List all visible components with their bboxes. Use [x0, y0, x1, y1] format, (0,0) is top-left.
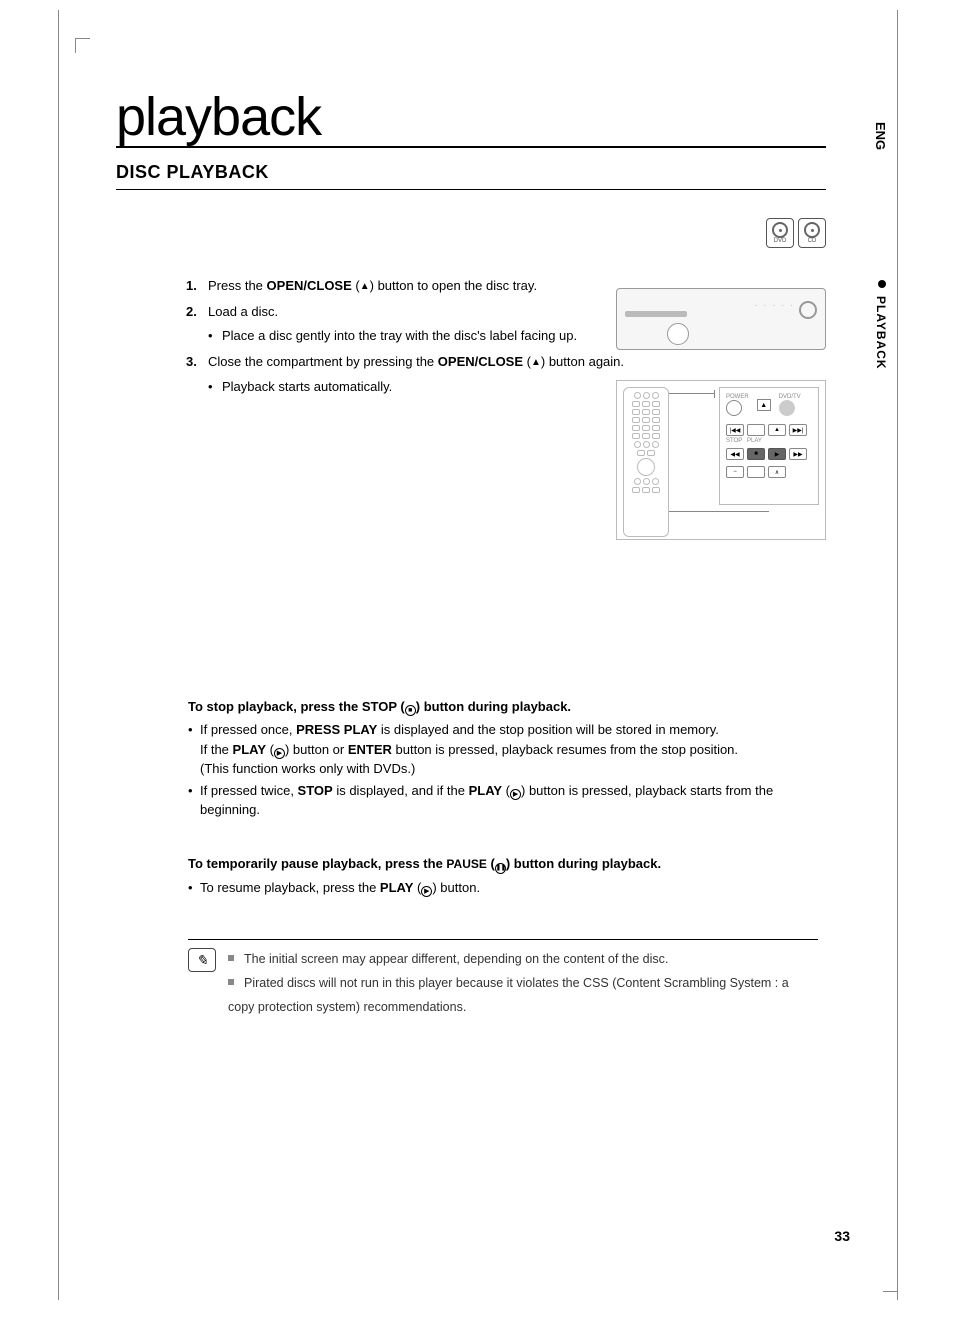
spacer-icon: [747, 424, 765, 436]
bullet-item: • If pressed twice, STOP is displayed, a…: [188, 781, 818, 820]
power-label: POWER: [726, 394, 749, 400]
prev-icon: |◀◀: [726, 424, 744, 436]
step-number: 3.: [186, 352, 208, 396]
bullet-item: • If pressed once, PRESS PLAY is display…: [188, 720, 818, 779]
page-number: 33: [834, 1228, 850, 1244]
play-symbol-icon: ▶: [421, 886, 432, 897]
rew-icon: ◀◀: [726, 448, 744, 460]
ch-icon: ∧: [768, 466, 786, 478]
remote-control-illustration: POWER ▲ DVD/TV |◀◀ ▲ ▶▶| STOP PLAY: [616, 380, 826, 540]
sub-bullet: •Playback starts automatically.: [208, 377, 656, 397]
side-tab-language: ENG: [873, 122, 888, 150]
callout-line-icon: [669, 511, 769, 512]
cd-badge-icon: CD: [798, 218, 826, 248]
volume-knob-icon: [667, 323, 689, 345]
callout-line-icon: [669, 393, 715, 394]
square-bullet-icon: [228, 955, 234, 961]
step-2: 2. Load a disc. •Place a disc gently int…: [186, 302, 656, 346]
select-icon: [779, 400, 795, 416]
pause-symbol-icon: ❚❚: [495, 863, 506, 874]
stop-title: To stop playback, press the STOP (■) but…: [188, 697, 818, 717]
dvd-badge-icon: DVD: [766, 218, 794, 248]
stop-button-icon: ■: [747, 448, 765, 460]
eject-button-icon: ▲: [757, 399, 771, 411]
step-text: Load a disc. •Place a disc gently into t…: [208, 302, 656, 346]
bullet-icon: •: [208, 326, 222, 346]
device-controls-icon: · · · · ·: [755, 301, 795, 310]
crop-mark-br: [883, 1277, 898, 1292]
player-device-illustration: · · · · ·: [616, 288, 826, 350]
mute-icon: [747, 466, 765, 478]
bullet-icon: •: [188, 878, 200, 898]
stop-playback-section: To stop playback, press the STOP (■) but…: [188, 697, 818, 898]
bullet-item: • To resume playback, press the PLAY (▶)…: [188, 878, 818, 898]
pause-title: To temporarily pause playback, press the…: [188, 854, 818, 874]
page-content: playback DISC PLAYBACK DVD CD 1. Press t…: [116, 90, 826, 1019]
play-label: PLAY: [747, 438, 765, 444]
step-text: Press the OPEN/CLOSE (▲) button to open …: [208, 276, 656, 296]
step-1: 1. Press the OPEN/CLOSE (▲) button to op…: [186, 276, 656, 296]
disc-type-badges: DVD CD: [116, 218, 826, 248]
play-button-icon: ▶: [768, 448, 786, 460]
play-symbol-icon: ▶: [510, 789, 521, 800]
eject-icon: ▲: [360, 279, 370, 295]
stop-symbol-icon: ■: [405, 705, 416, 716]
note-item: Pirated discs will not run in this playe…: [228, 972, 818, 1020]
eject-icon: ▲: [531, 355, 541, 371]
bullet-icon: •: [208, 377, 222, 397]
note-item: The initial screen may appear different,…: [228, 948, 818, 972]
notes-block: ✎ The initial screen may appear differen…: [188, 948, 818, 1019]
bullet-icon: •: [188, 720, 200, 779]
stop-label: STOP: [726, 438, 744, 444]
notes-list: The initial screen may appear different,…: [228, 948, 818, 1019]
side-tab-section-label: PLAYBACK: [874, 296, 888, 370]
bullet-icon: •: [188, 781, 200, 820]
fwd-icon: ▶▶: [789, 448, 807, 460]
bullet-icon: [878, 280, 886, 288]
select-label: DVD/TV: [779, 394, 801, 400]
bullet-text: If pressed twice, STOP is displayed, and…: [200, 781, 818, 820]
remote-mini-icon: [623, 387, 669, 537]
note-pencil-icon: ✎: [188, 948, 216, 972]
crop-mark-tl: [75, 38, 90, 53]
bullet-text: To resume playback, press the PLAY (▶) b…: [200, 878, 818, 898]
instruction-steps: 1. Press the OPEN/CLOSE (▲) button to op…: [186, 276, 656, 397]
step-text: Close the compartment by pressing the OP…: [208, 352, 656, 396]
play-symbol-icon: ▶: [274, 748, 285, 759]
badge-label: CD: [808, 238, 817, 244]
step-number: 1.: [186, 276, 208, 296]
step-3: 3. Close the compartment by pressing the…: [186, 352, 656, 396]
next-icon: ▶▶|: [789, 424, 807, 436]
step-number: 2.: [186, 302, 208, 346]
power-icon: [726, 400, 742, 416]
side-tab-section: PLAYBACK: [874, 280, 888, 370]
up-icon: ▲: [768, 424, 786, 436]
square-bullet-icon: [228, 979, 234, 985]
section-title: DISC PLAYBACK: [116, 162, 826, 190]
note-separator: [188, 939, 818, 940]
bullet-text: If pressed once, PRESS PLAY is displayed…: [200, 720, 818, 779]
minus-icon: −: [726, 466, 744, 478]
remote-zoom-panel: POWER ▲ DVD/TV |◀◀ ▲ ▶▶| STOP PLAY: [719, 387, 819, 505]
badge-label: DVD: [774, 238, 787, 244]
sub-bullet: •Place a disc gently into the tray with …: [208, 326, 656, 346]
chapter-title: playback: [116, 90, 826, 148]
